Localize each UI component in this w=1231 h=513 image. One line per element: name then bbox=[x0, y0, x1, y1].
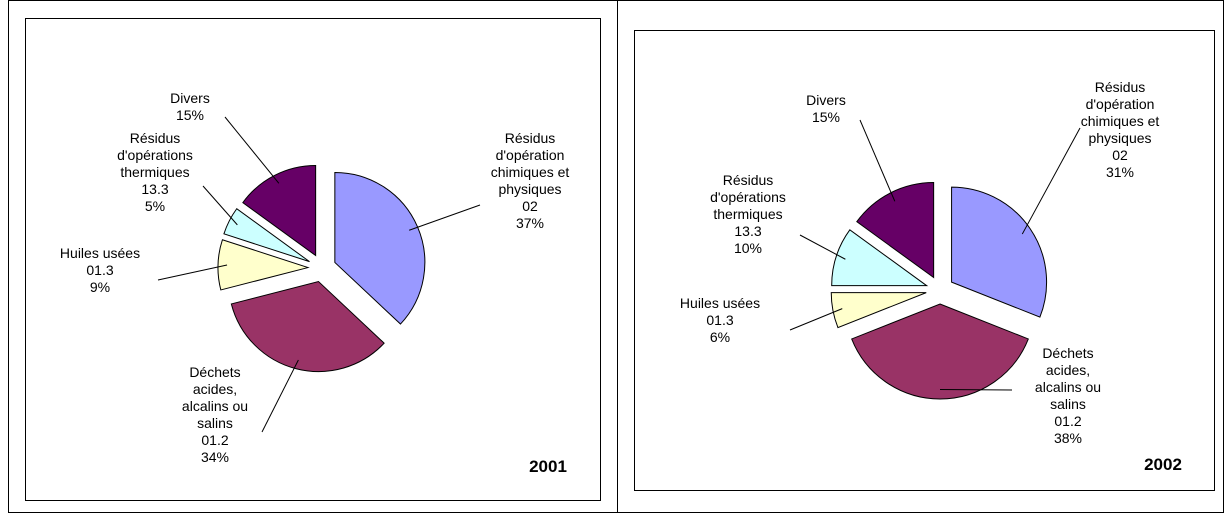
slice-label: 01.3 bbox=[86, 262, 113, 278]
leader-line bbox=[939, 389, 1013, 391]
value-label: 6% bbox=[710, 329, 730, 345]
slice-label: 13.3 bbox=[734, 223, 761, 239]
slice-label: Résidus bbox=[505, 130, 556, 146]
pie-slice bbox=[851, 303, 1029, 400]
leader-line bbox=[1021, 127, 1081, 235]
slice-label: Déchets bbox=[189, 364, 240, 380]
leader-line bbox=[859, 119, 896, 202]
leader-line bbox=[789, 308, 843, 331]
slice-label: physiques bbox=[1088, 130, 1151, 146]
pie-slice bbox=[217, 239, 310, 291]
pie-slice bbox=[830, 292, 927, 329]
slice-label: d'opérations bbox=[117, 147, 193, 163]
chart-title: 2002 bbox=[1144, 455, 1182, 474]
chart-title: 2001 bbox=[529, 457, 567, 476]
value-label: 37% bbox=[516, 215, 544, 231]
slice-label: 02 bbox=[522, 198, 538, 214]
slice-label: Divers bbox=[806, 92, 846, 108]
slice-label: Déchets bbox=[1042, 345, 1093, 361]
value-label: 9% bbox=[90, 279, 110, 295]
slice-label: 01.2 bbox=[201, 432, 228, 448]
slice-label: acides, bbox=[1046, 362, 1090, 378]
pie-slice bbox=[223, 208, 310, 263]
slice-label: thermiques bbox=[120, 164, 189, 180]
chart-box bbox=[25, 18, 601, 501]
slice-label: 02 bbox=[1112, 147, 1128, 163]
value-label: 15% bbox=[176, 107, 204, 123]
value-label: 34% bbox=[201, 449, 229, 465]
leader-line bbox=[799, 234, 846, 260]
slice-label: d'opération bbox=[496, 147, 565, 163]
pie-slice bbox=[831, 229, 929, 287]
slice-label: Huiles usées bbox=[60, 245, 140, 261]
slice-label: Résidus bbox=[130, 130, 181, 146]
slice-label: d'opération bbox=[1086, 96, 1155, 112]
pie-slice bbox=[334, 171, 426, 325]
value-label: 31% bbox=[1106, 164, 1134, 180]
pie-slice bbox=[230, 281, 385, 372]
slice-label: 01.3 bbox=[706, 312, 733, 328]
leader-line bbox=[202, 185, 238, 226]
slice-label: Huiles usées bbox=[680, 295, 760, 311]
value-label: 15% bbox=[812, 109, 840, 125]
leader-line bbox=[224, 116, 280, 184]
slice-label: thermiques bbox=[713, 206, 782, 222]
slice-label: physiques bbox=[498, 181, 561, 197]
value-label: 5% bbox=[145, 198, 165, 214]
slice-label: chimiques et bbox=[491, 164, 570, 180]
slice-label: 13.3 bbox=[141, 181, 168, 197]
slice-label: salins bbox=[1050, 396, 1086, 412]
slice-label: 01.2 bbox=[1054, 413, 1081, 429]
leader-line bbox=[261, 359, 299, 433]
slice-label: alcalins ou bbox=[182, 398, 248, 414]
pie-slice bbox=[856, 182, 935, 279]
slice-label: Résidus bbox=[723, 172, 774, 188]
slice-label: acides, bbox=[193, 381, 237, 397]
pie-slice bbox=[242, 165, 317, 257]
leader-line bbox=[409, 204, 481, 231]
pie-slice bbox=[951, 186, 1048, 318]
slice-label: Résidus bbox=[1095, 79, 1146, 95]
slice-label: salins bbox=[197, 415, 233, 431]
slice-label: d'opérations bbox=[710, 189, 786, 205]
slice-label: Divers bbox=[170, 90, 210, 106]
leader-line bbox=[157, 264, 228, 281]
slice-label: chimiques et bbox=[1081, 113, 1160, 129]
value-label: 10% bbox=[734, 240, 762, 256]
slice-label: alcalins ou bbox=[1035, 379, 1101, 395]
value-label: 38% bbox=[1054, 430, 1082, 446]
